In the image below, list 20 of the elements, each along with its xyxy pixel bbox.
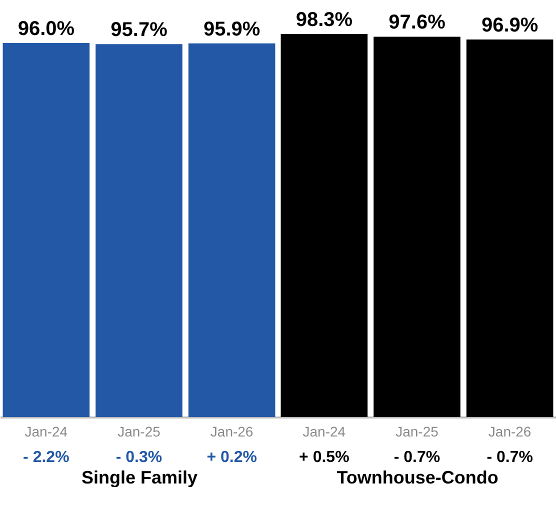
text: - 0.3% (116, 449, 162, 466)
x-tick-label: Jan-25 (396, 424, 439, 440)
x-tick-label: Jan-26 (210, 424, 254, 440)
data-label: 97.6% (388, 12, 446, 34)
x-tick-label: Jan-25 (118, 424, 161, 440)
data-label: 95.9% (203, 18, 260, 40)
text: + 0.2% (206, 449, 257, 466)
text: + 0.5% (299, 449, 350, 466)
x-tick-label: Jan-24 (302, 424, 346, 440)
data-label: 96.0% (18, 18, 75, 40)
data-label: 98.3% (296, 9, 353, 31)
x-tick-label: Jan-26 (488, 424, 532, 440)
x-tick-label: Jan-24 (24, 424, 68, 440)
x-axis-title: Single Family (81, 468, 198, 488)
text: - 0.7% (486, 449, 533, 466)
text: - 0.7% (394, 449, 440, 466)
text: - 2.2% (23, 449, 70, 466)
data-label: 96.9% (481, 14, 538, 36)
x-axis-title: Townhouse-Condo (336, 468, 498, 488)
data-label: 95.7% (110, 19, 168, 42)
